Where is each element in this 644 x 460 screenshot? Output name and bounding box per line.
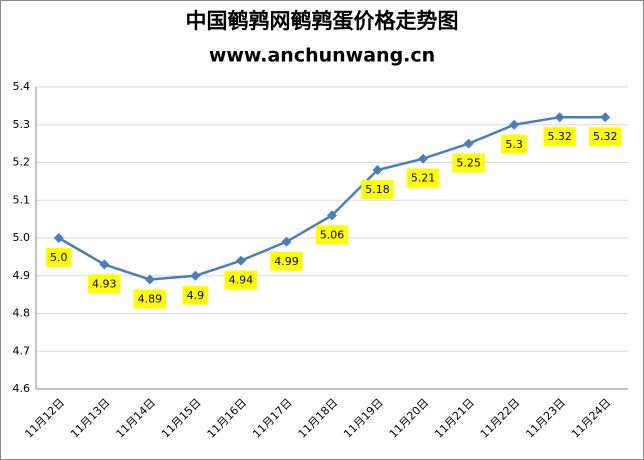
y-tick-label: 4.6 — [13, 382, 31, 395]
data-point — [190, 270, 201, 281]
data-label-group: 5.25 — [452, 153, 485, 173]
data-point — [144, 274, 155, 285]
data-label-bg — [588, 127, 622, 147]
data-label-group: 4.89 — [133, 289, 167, 309]
data-label-group: 5.32 — [588, 127, 622, 147]
data-label: 5.18 — [365, 183, 390, 196]
data-label-bg — [361, 180, 394, 200]
data-point — [509, 119, 520, 130]
y-tick-label: 5.2 — [13, 156, 31, 169]
data-label-bg — [452, 153, 485, 173]
y-tick-label: 5.3 — [13, 118, 31, 131]
data-label: 4.9 — [187, 289, 205, 302]
data-label-group: 5.32 — [543, 127, 576, 147]
data-label-bg — [46, 248, 72, 267]
data-label: 5.32 — [547, 130, 572, 143]
data-label: 5.25 — [456, 157, 481, 170]
data-label-group: 5.18 — [361, 180, 394, 200]
data-point — [99, 259, 110, 270]
data-label-bg — [182, 285, 209, 305]
y-tick-label: 4.7 — [13, 344, 31, 357]
data-label-group: 5.0 — [46, 248, 72, 267]
data-label-bg — [224, 270, 258, 290]
data-label: 5.06 — [320, 228, 345, 241]
data-label-bg — [315, 225, 349, 245]
data-label: 5.21 — [411, 172, 436, 185]
data-label-bg — [270, 251, 303, 271]
y-tick-label: 5.0 — [13, 231, 31, 244]
data-label-bg — [133, 289, 167, 309]
data-point — [281, 236, 292, 247]
data-point — [463, 138, 474, 149]
data-point — [418, 153, 429, 164]
data-label: 4.99 — [274, 255, 299, 268]
data-label: 4.89 — [138, 293, 163, 306]
data-label: 5.3 — [505, 138, 523, 151]
data-label-group: 4.99 — [270, 251, 303, 271]
data-label-group: 4.93 — [88, 274, 121, 294]
data-label-bg — [88, 274, 121, 294]
data-label-group: 4.94 — [224, 270, 258, 290]
data-label-group: 4.9 — [182, 285, 209, 305]
y-tick-label: 4.9 — [13, 269, 31, 282]
y-tick-label: 5.4 — [13, 80, 31, 93]
data-point — [554, 112, 565, 123]
data-label-group: 5.3 — [501, 134, 527, 154]
data-point — [53, 233, 64, 243]
data-label-group: 5.06 — [315, 225, 349, 245]
data-point — [600, 112, 611, 123]
data-label-bg — [406, 168, 440, 188]
data-point — [327, 210, 337, 221]
chart-subtitle: www.anchunwang.cn — [209, 45, 435, 67]
y-tick-label: 5.1 — [13, 193, 31, 206]
data-point — [235, 255, 246, 266]
y-tick-label: 4.8 — [13, 307, 31, 320]
data-label-group: 5.21 — [406, 168, 440, 188]
data-label: 5.32 — [593, 130, 618, 143]
chart-title: 中国鹌鹑网鹌鹑蛋价格走势图 — [186, 9, 459, 33]
data-label-bg — [543, 127, 576, 147]
data-label: 4.94 — [229, 274, 254, 287]
data-label: 4.93 — [92, 277, 117, 290]
data-label: 5.0 — [50, 251, 68, 264]
data-point — [372, 165, 383, 176]
data-label-bg — [501, 134, 527, 154]
